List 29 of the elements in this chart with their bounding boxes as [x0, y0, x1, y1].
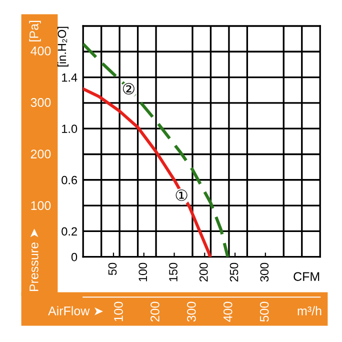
y-axis-title: [in.H₂O] — [57, 26, 68, 66]
y-tick-label: 1.0 — [62, 124, 78, 133]
x2-axis-title: AirFlow ➤ — [48, 306, 104, 316]
line-series — [83, 42, 230, 257]
y-tick-label: 0.2 — [62, 227, 77, 236]
y2-tick-label: 100 — [31, 201, 51, 210]
y-tick-label: 1.4 — [62, 73, 78, 82]
annotation: ② — [122, 83, 134, 94]
x-tick-label: 150 — [169, 262, 178, 282]
annotation: ① — [176, 190, 188, 201]
x2-tick-label: 500 — [260, 302, 269, 322]
y-tick-label: 0 — [71, 252, 78, 262]
text: [Pa] — [29, 20, 41, 42]
x-axis-title: CFM — [294, 272, 320, 281]
y2-tick-label: 200 — [30, 150, 51, 158]
x-tick-label: 300 — [260, 262, 269, 282]
x2-tick-label: 300 — [186, 302, 196, 322]
x-tick-label: 50 — [108, 262, 117, 276]
x-tick-label: 200 — [199, 262, 208, 282]
x2-tick-label: 400 — [223, 302, 232, 322]
x-tick-label: 250 — [230, 262, 238, 282]
x2-tick-label: 100 — [114, 302, 123, 322]
text: m³/h — [298, 306, 322, 316]
y2-tick-label: 400 — [30, 46, 51, 56]
x-tick-label: 100 — [138, 262, 148, 282]
y-tick-label: 0.6 — [62, 176, 78, 184]
y2-axis-title: Pressure ➤ — [30, 228, 38, 291]
y2-tick-label: 300 — [30, 98, 51, 107]
x2-tick-label: 200 — [150, 302, 160, 322]
